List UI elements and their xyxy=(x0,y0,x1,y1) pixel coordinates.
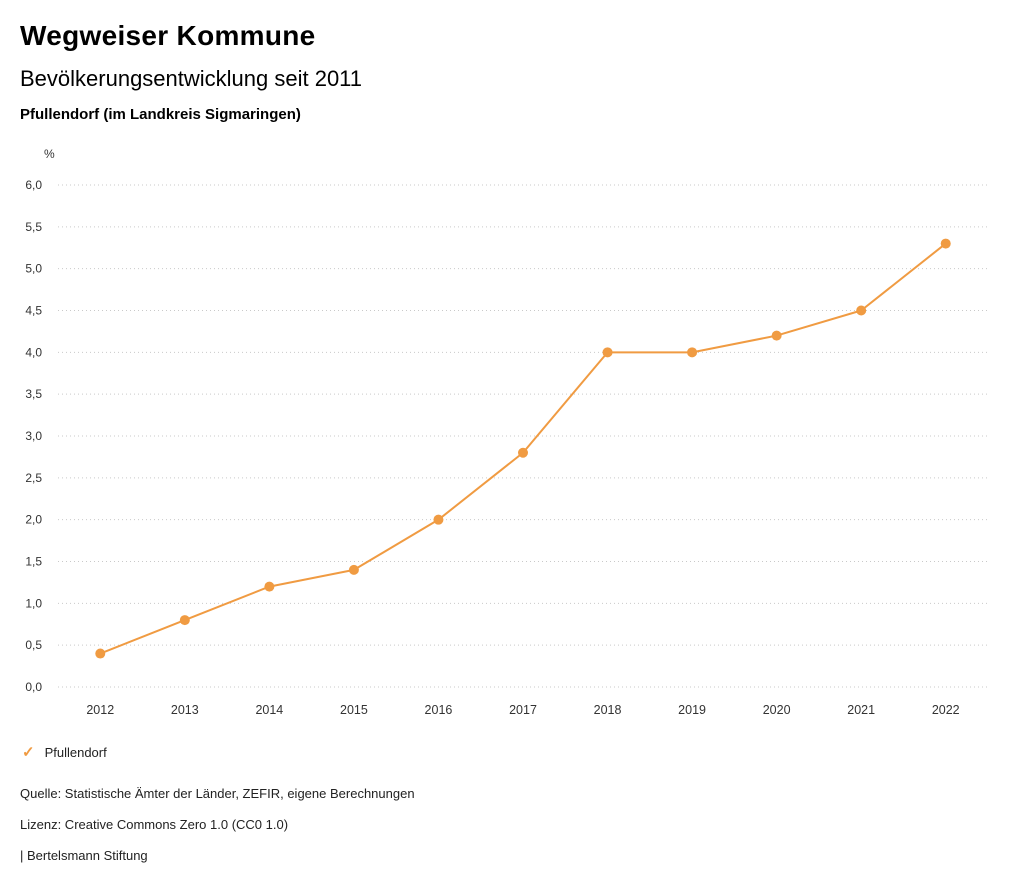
x-tick-label: 2014 xyxy=(255,703,283,717)
x-tick-label: 2020 xyxy=(763,703,791,717)
chart-area: 0,0 0,5 1,0 1,5 2,0 2,5 3,0 3,5 4,0 4,5 5,0 5,5 6,0 2… xyxy=(0,140,1024,730)
x-tick-label: 2018 xyxy=(594,703,622,717)
y-tick-label: 0,0 xyxy=(25,680,42,694)
y-tick-label: 3,0 xyxy=(25,429,42,443)
y-tick-label: 4,0 xyxy=(25,345,42,359)
data-point[interactable] xyxy=(348,564,359,575)
x-tick-label: 2022 xyxy=(932,703,960,717)
y-tick-label: 1,5 xyxy=(25,555,42,569)
x-tick-label: 2015 xyxy=(340,703,368,717)
x-tick-label: 2017 xyxy=(509,703,537,717)
y-tick-label: 6,0 xyxy=(25,178,42,192)
data-point[interactable] xyxy=(602,347,613,358)
population-line-chart: 0,0 0,5 1,0 1,5 2,0 2,5 3,0 3,5 4,0 4,5 5,0 5,5 6,0 2… xyxy=(25,178,988,717)
data-point[interactable] xyxy=(687,347,698,358)
y-tick-label: 5,5 xyxy=(25,220,42,234)
data-point[interactable] xyxy=(433,514,444,525)
data-point[interactable] xyxy=(95,648,106,659)
attribution-line: | Bertelsmann Stiftung xyxy=(20,848,148,863)
data-point[interactable] xyxy=(940,238,951,249)
x-tick-label: 2013 xyxy=(171,703,199,717)
y-tick-label: 4,5 xyxy=(25,304,42,318)
page-title: Wegweiser Kommune xyxy=(20,20,316,51)
y-axis-unit-label: % xyxy=(44,147,55,161)
y-tick-label: 2,5 xyxy=(25,471,42,485)
data-point[interactable] xyxy=(856,305,867,316)
license-line: Lizenz: Creative Commons Zero 1.0 (CC0 1… xyxy=(20,817,289,832)
y-tick-label: 2,0 xyxy=(25,513,42,527)
legend-check-icon: ✓ xyxy=(22,744,35,761)
x-tick-label: 2021 xyxy=(847,703,875,717)
chart-location-label: Pfullendorf (im Landkreis Sigmaringen) xyxy=(20,106,301,123)
x-tick-label: 2016 xyxy=(425,703,453,717)
data-point[interactable] xyxy=(518,447,528,458)
source-line: Quelle: Statistische Ämter der Länder, Z… xyxy=(20,786,415,801)
y-tick-label: 3,5 xyxy=(25,387,42,401)
chart-subtitle: Bevölkerungsentwicklung seit 2011 xyxy=(20,66,363,91)
x-tick-label: 2012 xyxy=(86,703,114,717)
y-tick-label: 1,0 xyxy=(25,596,42,610)
legend-item-pfullendorf[interactable]: ✓ Pfullendorf xyxy=(22,745,107,760)
data-point[interactable] xyxy=(771,330,782,341)
legend-label: Pfullendorf xyxy=(44,745,107,760)
y-tick-label: 0,5 xyxy=(25,638,42,652)
y-tick-label: 5,0 xyxy=(25,262,42,276)
data-point[interactable] xyxy=(264,581,275,592)
data-point[interactable] xyxy=(179,615,190,626)
x-tick-label: 2019 xyxy=(678,703,706,717)
